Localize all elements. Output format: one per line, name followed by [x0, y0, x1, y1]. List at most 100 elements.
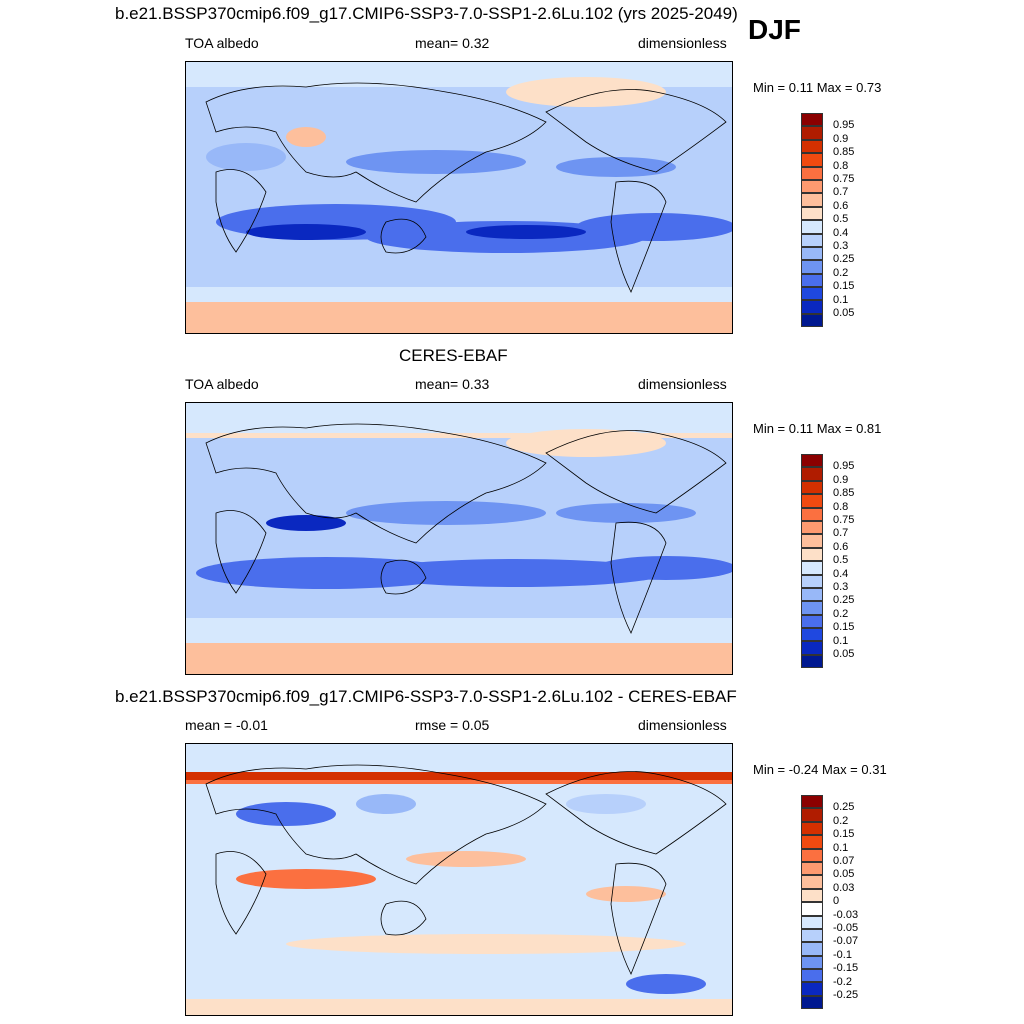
colorbar-label: 0.25: [833, 253, 855, 266]
colorbar-label: -0.07: [833, 935, 859, 948]
colorbar-swatch: [801, 808, 823, 822]
colorbar-swatch: [801, 166, 823, 180]
panel-1-mean: mean= 0.32: [415, 35, 490, 51]
colorbar-swatch: [801, 139, 823, 154]
colorbar-swatch: [801, 875, 823, 889]
panel-1-minmax: Min = 0.11 Max = 0.73: [753, 80, 882, 95]
colorbar-swatch: [801, 534, 823, 548]
colorbar-swatch: [801, 494, 823, 508]
colorbar-swatch: [801, 835, 823, 849]
colorbar-swatch: [801, 574, 823, 588]
panel-3-rmse: rmse = 0.05: [415, 717, 490, 733]
colorbar-swatch: [801, 246, 823, 261]
colorbar-swatch: [801, 969, 823, 983]
panel-3-title: b.e21.BSSP370cmip6.f09_g17.CMIP6-SSP3-7.…: [115, 687, 737, 706]
panel-2-variable: TOA albedo: [185, 376, 259, 392]
panel-3-units: dimensionless: [638, 717, 727, 733]
colorbar-swatch: [801, 848, 823, 862]
colorbar-label: 0.8: [833, 500, 849, 513]
colorbar-label: -0.2: [833, 975, 852, 988]
colorbar-label: 0.15: [833, 280, 855, 293]
colorbar-label: 0: [833, 895, 840, 908]
panel-1-variable: TOA albedo: [185, 35, 259, 51]
panel-2-map-canvas: [186, 403, 732, 674]
colorbar-swatch: [801, 179, 823, 194]
panel-1-title: b.e21.BSSP370cmip6.f09_g17.CMIP6-SSP3-7.…: [115, 4, 738, 23]
colorbar-label: 0.5: [833, 213, 849, 226]
panel-2-mean: mean= 0.33: [415, 376, 490, 392]
colorbar-swatch: [801, 193, 823, 207]
colorbar-label: 0.1: [833, 634, 849, 647]
colorbar-label: 0.9: [833, 132, 849, 145]
panel-2-title: CERES-EBAF: [399, 346, 508, 365]
colorbar-swatch: [801, 614, 823, 629]
colorbar-label: 0.2: [833, 266, 849, 279]
colorbar-label: 0.5: [833, 554, 849, 567]
colorbar-label: 0.03: [833, 881, 855, 894]
colorbar-swatch: [801, 300, 823, 314]
colorbar-swatch: [801, 206, 823, 221]
panel-1-units: dimensionless: [638, 35, 727, 51]
colorbar-swatch: [801, 995, 823, 1010]
colorbar-label: 0.7: [833, 186, 849, 199]
colorbar-label: 0.1: [833, 293, 849, 306]
colorbar-label: 0.75: [833, 514, 855, 526]
colorbar-label: 0.1: [833, 841, 849, 854]
colorbar-swatch: [801, 313, 823, 328]
colorbar-label: -0.03: [833, 908, 859, 921]
colorbar-swatch: [801, 220, 823, 234]
colorbar-label: 0.8: [833, 159, 849, 172]
colorbar-swatch: [801, 821, 823, 836]
colorbar-swatch: [801, 260, 823, 274]
colorbar-swatch: [801, 520, 823, 535]
colorbar-label: 0.05: [833, 307, 855, 319]
colorbar-label: 0.05: [833, 648, 855, 660]
panel-2-map: [185, 402, 733, 675]
colorbar-label: 0.05: [833, 868, 855, 881]
colorbar-label: 0.7: [833, 527, 849, 540]
colorbar-swatch: [801, 233, 823, 247]
colorbar-label: 0.4: [833, 226, 849, 239]
colorbar-label: -0.15: [833, 962, 859, 975]
panel-3-colorbar: [801, 795, 823, 1010]
colorbar-label: 0.6: [833, 540, 849, 553]
colorbar-swatch: [801, 601, 823, 615]
colorbar-label: 0.95: [833, 119, 855, 132]
panel-2-minmax: Min = 0.11 Max = 0.81: [753, 421, 882, 436]
panel-2-colorbar: [801, 454, 823, 669]
panel-1-map: [185, 61, 733, 334]
colorbar-swatch: [801, 888, 823, 903]
colorbar-label: -0.05: [833, 922, 859, 934]
panel-1-colorbar: [801, 113, 823, 328]
colorbar-swatch: [801, 861, 823, 876]
colorbar-swatch: [801, 955, 823, 970]
colorbar-label: 0.2: [833, 814, 849, 827]
panel-2-units: dimensionless: [638, 376, 727, 392]
colorbar-label: -0.1: [833, 948, 852, 961]
colorbar-swatch: [801, 942, 823, 956]
colorbar-label: 0.3: [833, 240, 849, 252]
colorbar-label: 0.2: [833, 607, 849, 620]
colorbar-swatch: [801, 287, 823, 301]
panel-3-mean: mean = -0.01: [185, 717, 268, 733]
colorbar-label: 0.9: [833, 473, 849, 486]
colorbar-swatch: [801, 654, 823, 669]
colorbar-swatch: [801, 273, 823, 288]
panel-3-map-canvas: [186, 744, 732, 1015]
colorbar-label: 0.4: [833, 567, 849, 580]
colorbar-label: 0.6: [833, 199, 849, 212]
panel-3-map: [185, 743, 733, 1016]
colorbar-swatch: [801, 126, 823, 140]
colorbar-label: 0.75: [833, 173, 855, 185]
colorbar-label: 0.85: [833, 146, 855, 159]
colorbar-swatch: [801, 982, 823, 996]
colorbar-label: 0.85: [833, 487, 855, 500]
colorbar-label: 0.15: [833, 621, 855, 634]
colorbar-label: 0.15: [833, 828, 855, 841]
colorbar-swatch: [801, 902, 823, 916]
colorbar-swatch: [801, 113, 823, 127]
colorbar-swatch: [801, 915, 823, 929]
colorbar-swatch: [801, 480, 823, 495]
colorbar-swatch: [801, 153, 823, 167]
panel-1-map-canvas: [186, 62, 732, 333]
